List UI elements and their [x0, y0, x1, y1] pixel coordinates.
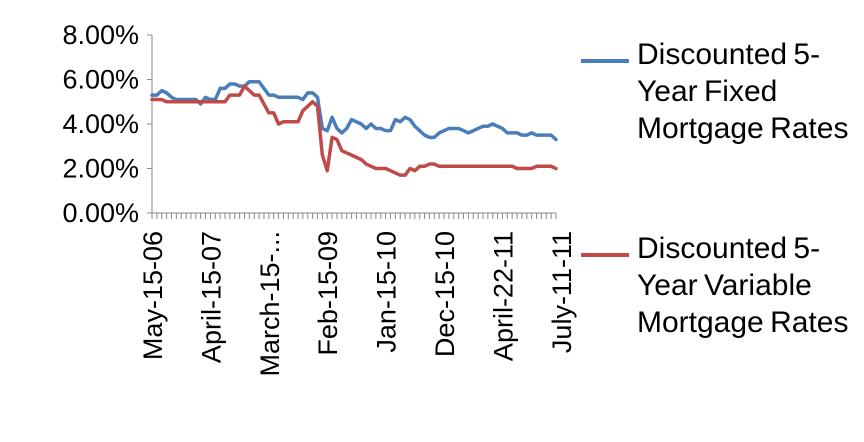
x-tick-label: May-15-06 [138, 231, 168, 360]
series-line-variable [150, 84, 558, 177]
y-tick-label: 6.00% [62, 65, 139, 95]
x-tick-label: Dec-15-10 [430, 231, 460, 357]
series-line-fixed [150, 79, 558, 142]
x-tick-label: Jan-15-10 [372, 231, 402, 353]
y-tick-label: 4.00% [62, 109, 139, 139]
x-tick-label: July-11-11 [547, 231, 577, 353]
x-axis: May-15-06 April-15-07 March-15-... Feb-15-0… [138, 212, 577, 377]
x-tick-label: Feb-15-09 [313, 231, 343, 356]
y-tick-label: 8.00% [62, 20, 139, 50]
x-tick-label: March-15-... [255, 231, 285, 377]
y-axis: 0.00% 2.00% 4.00% 6.00% 8.00% [62, 20, 153, 228]
y-tick-label: 0.00% [62, 198, 139, 228]
series-layer [150, 79, 558, 177]
y-tick-label: 2.00% [62, 154, 139, 184]
x-tick-label: April-22-11 [488, 231, 518, 361]
x-tick-label: April-15-07 [196, 231, 226, 363]
